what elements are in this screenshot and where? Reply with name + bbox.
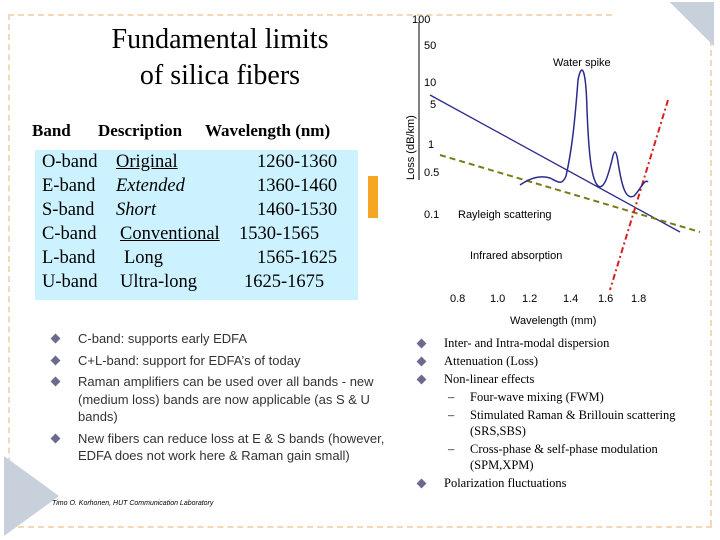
- slide-title: Fundamental limits of silica fibers: [60, 22, 380, 94]
- annotation-infrared: Infrared absorption: [470, 250, 562, 262]
- y-tick-label: 0.1: [424, 209, 439, 221]
- loss-chart: 100 50 10 5 1 0.5 0.1 Loss (dB/km) Water…: [405, 14, 701, 327]
- attenuation-curve: [519, 69, 649, 198]
- list-subitem: – Four-wave mixing (FWM): [418, 389, 708, 405]
- x-tick-label: 0.8: [450, 293, 465, 305]
- band-description: Conventional: [120, 224, 220, 244]
- y-tick-label: 5: [430, 99, 436, 111]
- band-name: U-band: [42, 272, 98, 292]
- diamond-bullet-icon: [416, 478, 427, 489]
- infrared-absorption-line: [609, 99, 669, 291]
- band-description: Long: [124, 248, 164, 268]
- list-item: C+L-band: support for EDFA’s of today: [50, 352, 387, 370]
- left-bullet-list: C-band: supports early EDFA C+L-band: su…: [50, 330, 387, 465]
- frame-right-border: [710, 40, 712, 526]
- band-description: Ultra-long: [120, 272, 198, 292]
- band-range: 1360-1460: [257, 176, 338, 196]
- band-name: C-band: [42, 224, 97, 244]
- frame-bottom-border: [8, 526, 712, 528]
- bullet-text: C-band: supports early EDFA: [78, 331, 248, 346]
- list-subitem: – Cross-phase & self-phase modulation (SP…: [418, 441, 708, 473]
- list-subitem: – Stimulated Raman & Brillouin scattering…: [418, 407, 708, 439]
- diamond-bullet-icon: [50, 355, 61, 365]
- header-band: Band: [32, 121, 71, 140]
- corner-decoration-bottom: [4, 456, 59, 536]
- band-name: E-band: [42, 176, 96, 196]
- bullet-text: Four-wave mixing (FWM): [470, 390, 604, 404]
- x-tick-label: 1.2: [522, 293, 537, 305]
- rayleigh-scattering-line: [439, 154, 701, 233]
- y-axis-label: Loss (dB/km): [405, 115, 417, 180]
- diamond-bullet-icon: [416, 338, 427, 349]
- list-item: Attenuation (Loss): [416, 353, 708, 369]
- annotation-water-spike: Water spike: [553, 57, 611, 69]
- bullet-text: Polarization fluctuations: [444, 476, 567, 490]
- list-item: Raman amplifiers can be used over all ba…: [50, 373, 387, 426]
- band-name: L-band: [42, 248, 96, 268]
- diamond-bullet-icon: [50, 376, 61, 387]
- bullet-text: New fibers can reduce loss at E & S band…: [78, 430, 385, 464]
- footer-credit: Timo O. Korhonen, HUT Communication Labo…: [52, 500, 214, 507]
- corner-decoration-top: [670, 2, 714, 46]
- bullet-text: Attenuation (Loss): [444, 354, 539, 368]
- diamond-bullet-icon: [50, 333, 61, 344]
- band-name: O-band: [42, 152, 98, 172]
- dash-bullet-icon: –: [448, 442, 455, 456]
- header-wavelength: Wavelength (nm): [205, 121, 331, 140]
- bullet-text: Inter- and Intra-modal dispersion: [444, 336, 610, 350]
- list-item: C-band: supports early EDFA: [50, 330, 387, 348]
- y-tick-label: 1: [428, 139, 434, 151]
- band-description: Original: [116, 152, 178, 172]
- y-tick-label: 50: [424, 40, 436, 52]
- band-name: S-band: [42, 200, 95, 220]
- diamond-bullet-icon: [416, 356, 427, 367]
- dash-bullet-icon: –: [448, 390, 455, 404]
- accent-bar: [368, 176, 378, 218]
- bullet-text: Non-linear effects: [444, 372, 535, 386]
- right-bullet-list: Inter- and Intra-modal dispersion Attenu…: [416, 335, 708, 491]
- list-item: Non-linear effects: [416, 371, 708, 387]
- x-tick-label: 1.6: [598, 293, 613, 305]
- band-range: 1565-1625: [257, 248, 338, 268]
- band-table: [35, 150, 358, 300]
- frame-left-border: [8, 14, 10, 524]
- frame-top-border: [8, 14, 612, 16]
- band-range: 1530-1565: [239, 224, 320, 244]
- list-item: Inter- and Intra-modal dispersion: [416, 335, 708, 351]
- bullet-text: Raman amplifiers can be used over all ba…: [78, 374, 374, 424]
- band-description: Extended: [116, 176, 185, 196]
- dash-bullet-icon: –: [448, 408, 455, 422]
- x-axis-label: Wavelength (mm): [510, 315, 596, 327]
- title-line-1: Fundamental limits: [111, 24, 329, 55]
- y-tick-label: 10: [424, 77, 436, 89]
- bullet-text: Cross-phase & self-phase modulation (SPM…: [470, 442, 658, 472]
- list-item: Polarization fluctuations: [416, 475, 708, 491]
- list-item: New fibers can reduce loss at E & S band…: [50, 430, 387, 465]
- bullet-text: Stimulated Raman & Brillouin scattering …: [470, 408, 676, 438]
- y-tick-label: 0.5: [424, 167, 439, 179]
- annotation-rayleigh: Rayleigh scattering: [458, 209, 552, 221]
- loss-trend-line: [429, 94, 681, 233]
- title-line-2: of silica fibers: [139, 60, 301, 91]
- band-range: 1260-1360: [257, 152, 338, 172]
- x-tick-label: 1.4: [563, 293, 578, 305]
- diamond-bullet-icon: [416, 374, 427, 385]
- band-description: Short: [116, 200, 157, 220]
- band-range: 1460-1530: [257, 200, 338, 220]
- x-tick-label: 1.8: [631, 293, 646, 305]
- x-tick-label: 1.0: [490, 293, 505, 305]
- band-range: 1625-1675: [244, 272, 325, 292]
- y-tick-label: 100: [412, 14, 430, 26]
- diamond-bullet-icon: [50, 433, 61, 443]
- header-description: Description: [98, 121, 183, 140]
- bullet-text: C+L-band: support for EDFA’s of today: [78, 352, 301, 368]
